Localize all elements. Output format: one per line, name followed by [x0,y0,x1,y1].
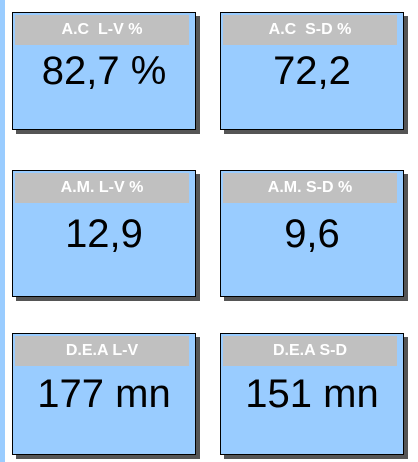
kpi-card: D.E.A S-D 151 mn [220,333,404,455]
kpi-value: 12,9 [65,211,143,256]
kpi-label: A.M. L-V % [15,173,189,203]
kpi-card: A.C S-D % 72,2 [220,12,404,130]
kpi-card: A.M. S-D % 9,6 [220,170,404,297]
kpi-card: D.E.A L-V 177 mn [12,333,196,455]
kpi-value: 9,6 [284,211,340,256]
kpi-value: 151 mn [245,372,379,416]
kpi-label: A.C S-D % [223,15,397,45]
kpi-label: A.C L-V % [15,15,189,45]
kpi-label: A.M. S-D % [223,173,397,203]
kpi-label: D.E.A L-V [15,336,189,366]
side-strip [0,0,5,462]
kpi-card: A.C L-V % 82,7 % [12,12,196,130]
kpi-value: 82,7 % [41,49,167,93]
kpi-value: 177 mn [37,372,171,416]
kpi-card: A.M. L-V % 12,9 [12,170,196,297]
kpi-value: 72,2 [273,49,351,93]
kpi-label: D.E.A S-D [223,336,397,366]
